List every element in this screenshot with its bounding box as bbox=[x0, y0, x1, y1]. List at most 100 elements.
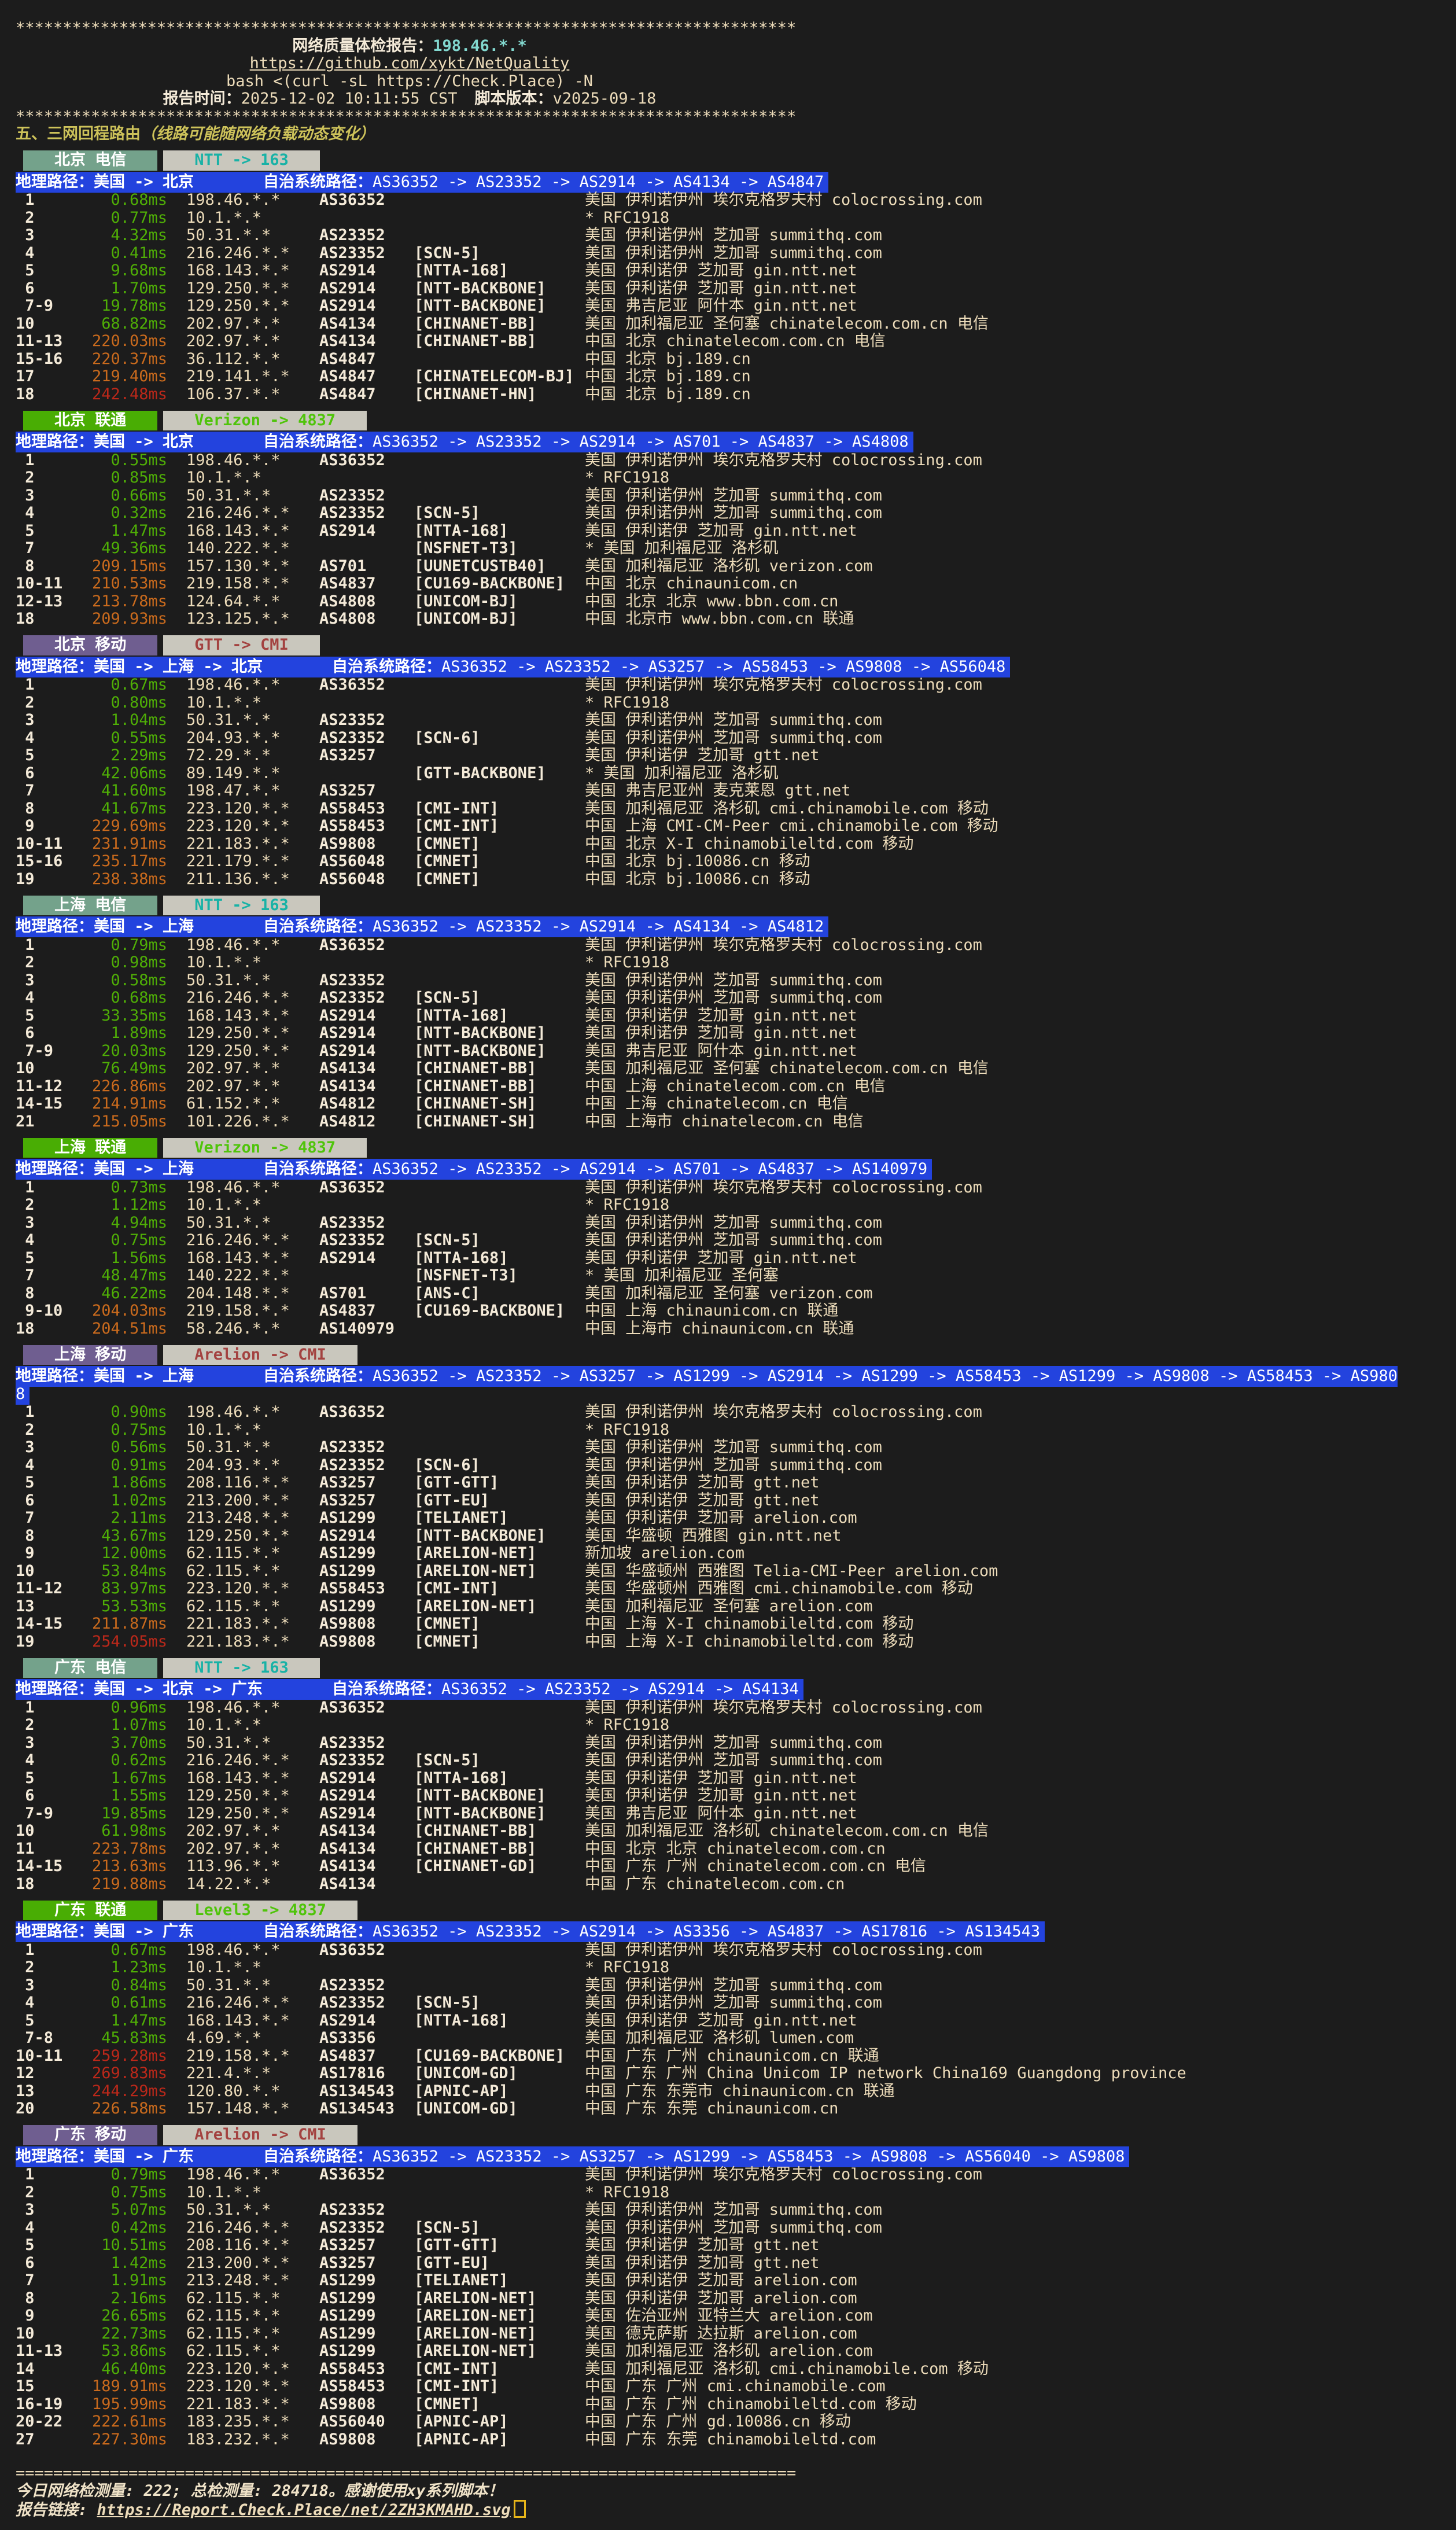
hop-number: 12 bbox=[16, 2064, 35, 2082]
hop-row: 3 0.56ms 50.31.*.* AS23352 美国 伊利诺伊州 芝加哥 … bbox=[16, 1438, 1404, 1457]
ip-address: 129.250.*.* bbox=[186, 1024, 290, 1042]
hop-row: 14 46.40ms 223.120.*.* AS58453 [CMI-INT]… bbox=[16, 2360, 1404, 2378]
hop-number: 1 bbox=[16, 1178, 35, 1196]
hop-row: 4 0.41ms 216.246.*.* AS23352 [SCN-5] 美国 … bbox=[16, 244, 1404, 263]
location-text: 美国 加利福尼亚 圣何塞 verizon.com bbox=[585, 1284, 873, 1302]
report-link[interactable]: https://Report.Check.Place/net/2ZH3KMAHD… bbox=[97, 2501, 511, 2519]
location-text: 中国 北京 bj.189.cn bbox=[585, 367, 751, 385]
asn-label: AS2914 bbox=[319, 297, 376, 315]
ip-address: 183.235.*.* bbox=[186, 2413, 290, 2430]
ip-address: 213.200.*.* bbox=[186, 2253, 290, 2272]
route-path-badge: Arelion -> CMI bbox=[163, 1345, 357, 1365]
hop-number: 10-11 bbox=[16, 2046, 63, 2065]
network-tag: [GTT-GTT] bbox=[414, 1474, 499, 1492]
location-text: 美国 加利福尼亚 洛杉矶 verizon.com bbox=[585, 557, 873, 575]
location-text: 美国 伊利诺伊州 芝加哥 summithq.com bbox=[585, 1231, 882, 1249]
latency-value: 2.11ms bbox=[110, 1509, 167, 1527]
route-path-badge: Verizon -> 4837 bbox=[163, 410, 367, 431]
geo-path-value: 美国 -> 上海 bbox=[94, 1367, 194, 1385]
location-text: 中国 北京市 www.bbn.com.cn 联通 bbox=[585, 610, 854, 628]
hop-number: 2 bbox=[16, 1196, 35, 1214]
path-bar: 地理路径：美国 -> 广东 自治系统路径：AS36352 -> AS23352 -… bbox=[16, 1921, 1045, 1942]
ip-address: 129.250.*.* bbox=[186, 1526, 290, 1545]
location-text: 中国 北京 北京 chinatelecom.com.cn bbox=[585, 1839, 886, 1858]
ip-address: 129.250.*.* bbox=[186, 279, 290, 297]
ip-address: 62.115.*.* bbox=[186, 2324, 281, 2343]
report-link-label: 报告链接: bbox=[16, 2501, 97, 2519]
latency-value: 83.97ms bbox=[101, 1579, 167, 1597]
network-tag: [APNIC-AP] bbox=[414, 2430, 508, 2448]
hop-number: 2 bbox=[16, 469, 35, 487]
latency-value: 0.75ms bbox=[110, 1231, 167, 1249]
hop-number: 19 bbox=[16, 870, 35, 888]
latency-value: 195.99ms bbox=[91, 2395, 167, 2413]
network-tag: [CMI-INT] bbox=[414, 2377, 499, 2395]
network-tag: [TELIANET] bbox=[414, 1509, 508, 1527]
ip-address: 50.31.*.* bbox=[186, 1438, 271, 1456]
ip-address: 101.226.*.* bbox=[186, 1112, 290, 1130]
report-footer: ========================================… bbox=[16, 2464, 1404, 2520]
ip-address: 62.115.*.* bbox=[186, 2342, 281, 2360]
network-tag: [CMNET] bbox=[414, 1615, 480, 1633]
latency-value: 1.67ms bbox=[110, 1769, 167, 1787]
ip-address: 10.1.*.* bbox=[186, 2183, 262, 2201]
ip-address: 157.130.*.* bbox=[186, 557, 290, 575]
hop-number: 7-9 bbox=[16, 1041, 54, 1060]
network-tag: [GTT-BACKBONE] bbox=[414, 764, 546, 782]
ip-address: 208.116.*.* bbox=[186, 1474, 290, 1492]
latency-value: 41.60ms bbox=[101, 782, 167, 800]
hop-number: 13 bbox=[16, 2082, 35, 2100]
ip-address: 208.116.*.* bbox=[186, 2236, 290, 2254]
asn-label: AS9808 bbox=[319, 1615, 376, 1633]
latency-value: 0.79ms bbox=[110, 936, 167, 954]
location-text: 中国 北京 chinaunicom.cn bbox=[585, 575, 798, 592]
path-line: 地理路径：美国 -> 北京 自治系统路径：AS36352 -> AS23352 -… bbox=[16, 432, 1404, 452]
ip-address: 50.31.*.* bbox=[186, 1213, 271, 1232]
hop-number: 9 bbox=[16, 817, 35, 835]
as-path-label: 自治系统路径： bbox=[332, 1680, 442, 1698]
hop-number: 7 bbox=[16, 1266, 35, 1284]
network-tag: [CHINANET-BB] bbox=[414, 1839, 537, 1858]
location-text: 美国 伊利诺伊州 芝加哥 summithq.com bbox=[585, 711, 882, 729]
route-section: 广东 移动 Arelion -> CMI 地理路径：美国 -> 广东 自治系统路径… bbox=[16, 2124, 1404, 2449]
hop-row: 4 0.91ms 204.93.*.* AS23352 [SCN-6] 美国 伊… bbox=[16, 1456, 1404, 1475]
path-bar: 地理路径：美国 -> 上海 自治系统路径：AS36352 -> AS23352 -… bbox=[16, 916, 829, 937]
network-tag: [NTTA-168] bbox=[414, 1769, 508, 1787]
location-text: 美国 弗吉尼亚 阿什本 gin.ntt.net bbox=[585, 1041, 857, 1060]
hop-number: 10 bbox=[16, 2324, 35, 2343]
as-path-value: AS36352 -> AS23352 -> AS3257 -> AS58453 … bbox=[441, 657, 1006, 676]
location-text: 美国 伊利诺伊 芝加哥 gin.ntt.net bbox=[585, 521, 857, 540]
asn-label bbox=[319, 2184, 414, 2202]
location-text: 美国 伊利诺伊州 芝加哥 summithq.com bbox=[585, 1994, 882, 2012]
location-text: * RFC1918 bbox=[585, 2183, 670, 2201]
hop-row: 2 0.80ms 10.1.*.* * RFC1918 bbox=[16, 694, 1404, 712]
location-text: 美国 华盛顿州 西雅图 cmi.chinamobile.com 移动 bbox=[585, 1579, 973, 1597]
hop-number: 5 bbox=[16, 262, 35, 279]
asn-label: AS23352 bbox=[319, 1213, 385, 1232]
network-tag bbox=[414, 192, 585, 209]
hop-row: 8 46.22ms 204.148.*.* AS701 [ANS-C] 美国 加… bbox=[16, 1284, 1404, 1303]
ip-address: 50.31.*.* bbox=[186, 486, 271, 504]
asn-label: AS23352 bbox=[319, 1751, 385, 1769]
hop-list: 1 0.73ms 198.46.*.* AS36352 美国 伊利诺伊州 埃尔克… bbox=[16, 1179, 1404, 1338]
hop-row: 10-11 210.53ms 219.158.*.* AS4837 [CU169… bbox=[16, 575, 1404, 593]
latency-value: 0.42ms bbox=[110, 2218, 167, 2237]
network-tag bbox=[414, 227, 585, 245]
hop-number: 4 bbox=[16, 2218, 35, 2237]
route-section: 上海 电信 NTT -> 163 地理路径：美国 -> 上海 自治系统路径：AS3… bbox=[16, 894, 1404, 1130]
hop-row: 14-15 213.63ms 113.96.*.* AS4134 [CHINAN… bbox=[16, 1857, 1404, 1876]
latency-value: 1.70ms bbox=[110, 279, 167, 297]
latency-value: 189.91ms bbox=[91, 2377, 167, 2395]
asn-label: AS36352 bbox=[319, 2166, 385, 2183]
latency-value: 0.90ms bbox=[110, 1403, 167, 1421]
route-badges: 上海 移动 Arelion -> CMI bbox=[23, 1343, 1404, 1367]
ip-address: 223.120.*.* bbox=[186, 799, 290, 817]
hop-number: 10-11 bbox=[16, 834, 63, 853]
latency-value: 19.85ms bbox=[101, 1804, 167, 1822]
ip-address: 213.200.*.* bbox=[186, 1491, 290, 1509]
location-text: 美国 伊利诺伊 芝加哥 arelion.com bbox=[585, 1509, 857, 1527]
network-tag bbox=[414, 452, 585, 470]
as-path-value: AS36352 -> AS23352 -> AS2914 -> AS4134 -… bbox=[373, 172, 824, 191]
location-text: 中国 广东 chinatelecom.com.cn bbox=[585, 1875, 845, 1893]
github-link[interactable]: https://github.com/xykt/NetQuality bbox=[249, 54, 570, 72]
